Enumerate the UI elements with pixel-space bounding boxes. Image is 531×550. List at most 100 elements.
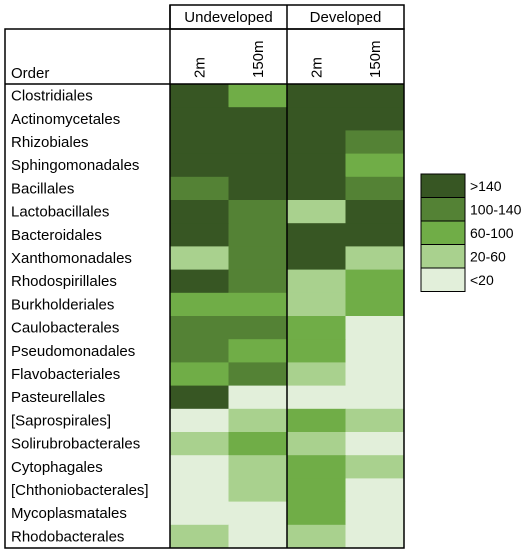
heatmap-cell bbox=[287, 269, 346, 294]
heatmap-cell bbox=[345, 339, 405, 363]
row-label: Caulobacterales bbox=[11, 320, 119, 337]
heatmap-cell bbox=[345, 107, 405, 131]
row-label: Bacteroidales bbox=[11, 227, 102, 244]
heatmap-cell bbox=[170, 501, 229, 526]
heatmap-cell bbox=[228, 501, 288, 526]
row-label: Lactobacillales bbox=[11, 204, 109, 221]
heatmap-cell bbox=[287, 84, 346, 108]
row-label: Rhizobiales bbox=[11, 134, 89, 151]
row-label: Pseudomonadales bbox=[11, 343, 135, 360]
heatmap-cell bbox=[228, 84, 288, 108]
heatmap-cell bbox=[170, 246, 229, 270]
heatmap-cell bbox=[345, 524, 405, 549]
heatmap-cell bbox=[228, 269, 288, 294]
heatmap-cell bbox=[345, 501, 405, 526]
heatmap-cell bbox=[287, 501, 346, 526]
row-header: Order bbox=[11, 65, 49, 82]
heatmap-cell bbox=[287, 153, 346, 178]
heatmap-cell bbox=[345, 269, 405, 294]
heatmap-cell bbox=[170, 200, 229, 224]
heatmap-cell bbox=[228, 130, 288, 154]
heatmap-cell bbox=[287, 200, 346, 224]
heatmap-cell bbox=[170, 362, 229, 386]
column-header: 2m bbox=[191, 57, 208, 78]
legend-label: 20-60 bbox=[470, 248, 506, 264]
heatmap-cell bbox=[228, 385, 288, 410]
heatmap-cell bbox=[287, 339, 346, 363]
legend-swatch bbox=[420, 244, 466, 269]
row-label: Bacillales bbox=[11, 180, 74, 197]
legend-label: 100-140 bbox=[470, 201, 522, 217]
heatmap-cell bbox=[228, 316, 288, 340]
heatmap-cell bbox=[345, 408, 405, 433]
heatmap-cell bbox=[170, 176, 229, 201]
legend-label: <20 bbox=[470, 272, 494, 288]
row-label: Rhodobacterales bbox=[11, 528, 124, 545]
heatmap-cell bbox=[170, 432, 229, 456]
heatmap-cell bbox=[228, 478, 288, 502]
column-header: 150m bbox=[250, 40, 267, 78]
heatmap-cell bbox=[287, 316, 346, 340]
heatmap-cell bbox=[287, 223, 346, 247]
heatmap-cell bbox=[228, 176, 288, 201]
heatmap-cell bbox=[170, 316, 229, 340]
group-header: Developed bbox=[310, 9, 382, 26]
legend-label: >140 bbox=[470, 178, 502, 194]
heatmap-cell bbox=[345, 478, 405, 502]
heatmap-cell bbox=[170, 339, 229, 363]
heatmap-cell bbox=[228, 223, 288, 247]
row-label: Mycoplasmatales bbox=[11, 505, 127, 522]
heatmap-cell bbox=[170, 223, 229, 247]
heatmap-cell bbox=[170, 292, 229, 317]
heatmap-cell bbox=[170, 269, 229, 294]
heatmap-cell bbox=[170, 84, 229, 108]
legend-label: 60-100 bbox=[470, 225, 514, 241]
legend-swatch bbox=[420, 220, 466, 245]
legend-swatch bbox=[420, 197, 466, 222]
heatmap-cell bbox=[345, 223, 405, 247]
group-header: Undeveloped bbox=[184, 9, 272, 26]
heatmap-cell bbox=[228, 432, 288, 456]
heatmap-cell bbox=[228, 292, 288, 317]
row-label: Rhodospirillales bbox=[11, 273, 117, 290]
heatmap-cell bbox=[170, 524, 229, 549]
heatmap-cell bbox=[170, 455, 229, 479]
heatmap-cell bbox=[228, 524, 288, 549]
heatmap-cell bbox=[170, 408, 229, 433]
heatmap-cell bbox=[287, 246, 346, 270]
heatmap-cell bbox=[345, 432, 405, 456]
heatmap-cell bbox=[345, 153, 405, 178]
heatmap-cell bbox=[345, 130, 405, 154]
heatmap-cell bbox=[170, 153, 229, 178]
heatmap-cell bbox=[170, 107, 229, 131]
heatmap-cell bbox=[170, 478, 229, 502]
legend-swatch bbox=[420, 267, 466, 292]
heatmap-cell bbox=[287, 408, 346, 433]
heatmap-cell bbox=[345, 385, 405, 410]
heatmap-cell bbox=[287, 130, 346, 154]
row-label: Xanthomonadales bbox=[11, 250, 132, 267]
heatmap-cell bbox=[345, 292, 405, 317]
heatmap-cell bbox=[345, 84, 405, 108]
row-label: [Chthoniobacterales] bbox=[11, 482, 149, 499]
column-header: 2m bbox=[308, 57, 325, 78]
row-label: [Saprospirales] bbox=[11, 412, 111, 429]
heatmap-cell bbox=[228, 107, 288, 131]
heatmap-cell bbox=[287, 292, 346, 317]
heatmap-cell bbox=[228, 153, 288, 178]
heatmap-cell bbox=[287, 455, 346, 479]
row-label: Sphingomonadales bbox=[11, 157, 139, 174]
heatmap-cell bbox=[170, 385, 229, 410]
heatmap-cell bbox=[345, 455, 405, 479]
table-border bbox=[4, 28, 405, 549]
row-label: Flavobacteriales bbox=[11, 366, 120, 383]
heatmap-cell bbox=[228, 339, 288, 363]
heatmap-cell bbox=[345, 200, 405, 224]
heatmap-cell bbox=[228, 362, 288, 386]
heatmap-cell bbox=[345, 362, 405, 386]
heatmap-cell bbox=[228, 200, 288, 224]
heatmap-cell bbox=[287, 524, 346, 549]
heatmap-cell bbox=[345, 316, 405, 340]
heatmap-cell bbox=[287, 478, 346, 502]
